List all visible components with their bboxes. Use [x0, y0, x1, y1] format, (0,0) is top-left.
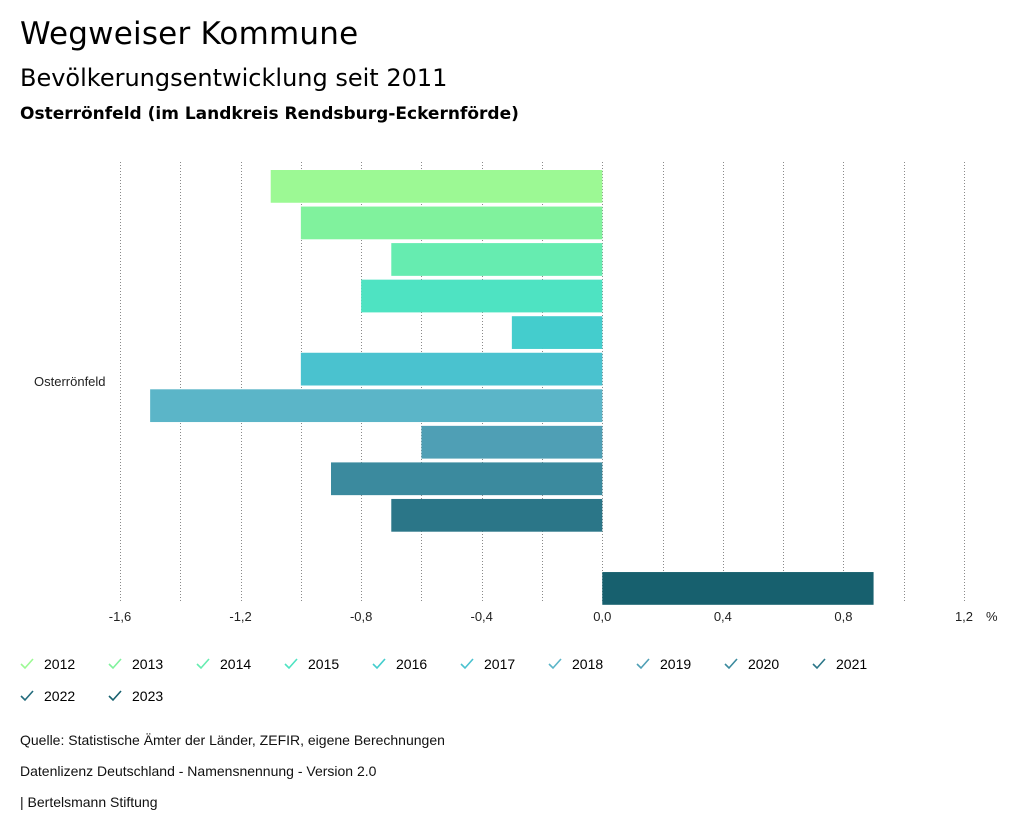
legend-item-2020[interactable]: 2020: [724, 656, 779, 672]
legend-label: 2013: [132, 656, 164, 672]
legend-item-2013[interactable]: 2013: [108, 656, 163, 672]
legend-item-2021[interactable]: 2021: [812, 656, 867, 672]
check-icon: [108, 658, 122, 670]
legend-label: 2023: [132, 688, 164, 704]
region-title: Osterrönfeld (im Landkreis Rendsburg-Eck…: [20, 104, 519, 124]
legend-item-2023[interactable]: 2023: [108, 688, 163, 704]
page-title: Wegweiser Kommune: [20, 16, 359, 52]
x-tick-label: 0,0: [593, 609, 611, 624]
legend-label: 2018: [572, 656, 604, 672]
legend-label: 2020: [748, 656, 780, 672]
legend-label: 2016: [396, 656, 428, 672]
legend-item-2018[interactable]: 2018: [548, 656, 603, 672]
source-note: Quelle: Statistische Ämter der Länder, Z…: [20, 732, 445, 748]
bar-2018: [150, 389, 603, 423]
bar-2017: [300, 352, 603, 386]
check-icon: [196, 658, 210, 670]
legend-label: 2021: [836, 656, 868, 672]
check-icon: [812, 658, 826, 670]
x-tick-label: 0,4: [714, 609, 732, 624]
chart-subtitle: Bevölkerungsentwicklung seit 2011: [20, 64, 448, 92]
legend-item-2015[interactable]: 2015: [284, 656, 339, 672]
legend-item-2016[interactable]: 2016: [372, 656, 427, 672]
x-tick-label: -0,4: [471, 609, 493, 624]
x-tick-label: -0,8: [350, 609, 372, 624]
legend-label: 2022: [44, 688, 76, 704]
check-icon: [20, 658, 34, 670]
category-label: Osterrönfeld: [34, 374, 106, 389]
check-icon: [108, 690, 122, 702]
bar-2021: [391, 498, 603, 532]
legend-item-2012[interactable]: 2012: [20, 656, 75, 672]
legend-label: 2015: [308, 656, 340, 672]
check-icon: [284, 658, 298, 670]
bar-2023: [602, 572, 874, 605]
license-note: Datenlizenz Deutschland - Namensnennung …: [20, 763, 377, 779]
bar-chart: -1,6 -1,2 -0,8 -0,4 0,0 0,4 0,8 1,2 % Osterrönfel…: [34, 162, 998, 624]
check-icon: [636, 658, 650, 670]
x-tick-label: 1,2: [955, 609, 973, 624]
legend-label: 2012: [44, 656, 76, 672]
check-icon: [372, 658, 386, 670]
publisher-note: | Bertelsmann Stiftung: [20, 794, 158, 810]
x-tick-label: -1,6: [109, 609, 131, 624]
bar-2019: [421, 425, 603, 459]
x-tick-label: -1,2: [229, 609, 251, 624]
check-icon: [20, 690, 34, 702]
bar-2015: [361, 279, 603, 313]
check-icon: [724, 658, 738, 670]
legend-item-2022[interactable]: 2022: [20, 688, 75, 704]
legend-item-2019[interactable]: 2019: [636, 656, 691, 672]
legend-label: 2017: [484, 656, 516, 672]
bar-2016: [511, 316, 603, 349]
legend-item-2014[interactable]: 2014: [196, 656, 251, 672]
check-icon: [460, 658, 474, 670]
bar-2020: [331, 462, 603, 496]
x-tick-label: 0,8: [834, 609, 852, 624]
legend-label: 2019: [660, 656, 692, 672]
bar-2013: [300, 206, 603, 240]
unit-label: %: [986, 609, 998, 624]
bar-2014: [391, 243, 603, 276]
legend-item-2017[interactable]: 2017: [460, 656, 515, 672]
bar-2012: [270, 170, 603, 203]
check-icon: [548, 658, 562, 670]
legend-label: 2014: [220, 656, 252, 672]
